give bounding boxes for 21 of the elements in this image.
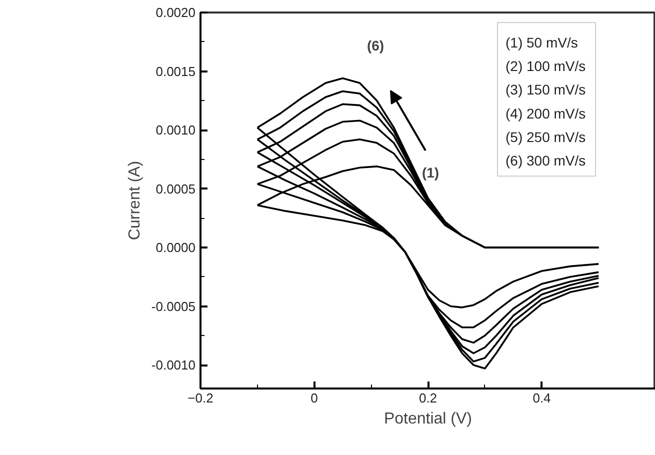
- x-tick-label: 0: [310, 390, 318, 406]
- annotation: (1): [422, 164, 440, 180]
- y-tick-label: -0.0005: [151, 298, 196, 314]
- annotation: (2) 100 mV/s: [506, 58, 586, 74]
- annotation: (3) 150 mV/s: [506, 82, 586, 98]
- x-axis-title: Potential (V): [384, 410, 472, 428]
- y-tick-label: -0.0010: [151, 358, 196, 372]
- annotation: (6) 300 mV/s: [506, 152, 586, 168]
- annotation: (6): [366, 38, 384, 54]
- x-tick-label: 0.2: [418, 390, 438, 406]
- x-tick-label: 0.4: [532, 390, 551, 406]
- annotation: (4) 200 mV/s: [506, 105, 586, 122]
- annotation: (5) 250 mV/s: [506, 128, 586, 145]
- y-tick-label: 0.0015: [156, 64, 196, 79]
- y-tick-label: 0.0005: [156, 181, 196, 196]
- x-tick-label: −0.2: [188, 390, 214, 406]
- y-tick-label: 0.0020: [156, 5, 196, 20]
- annotation: (1) 50 mV/s: [506, 34, 578, 50]
- y-axis-title: Current (A): [126, 160, 144, 240]
- y-tick-label: 0.0010: [156, 122, 196, 138]
- y-tick-label: 0.0000: [156, 240, 196, 255]
